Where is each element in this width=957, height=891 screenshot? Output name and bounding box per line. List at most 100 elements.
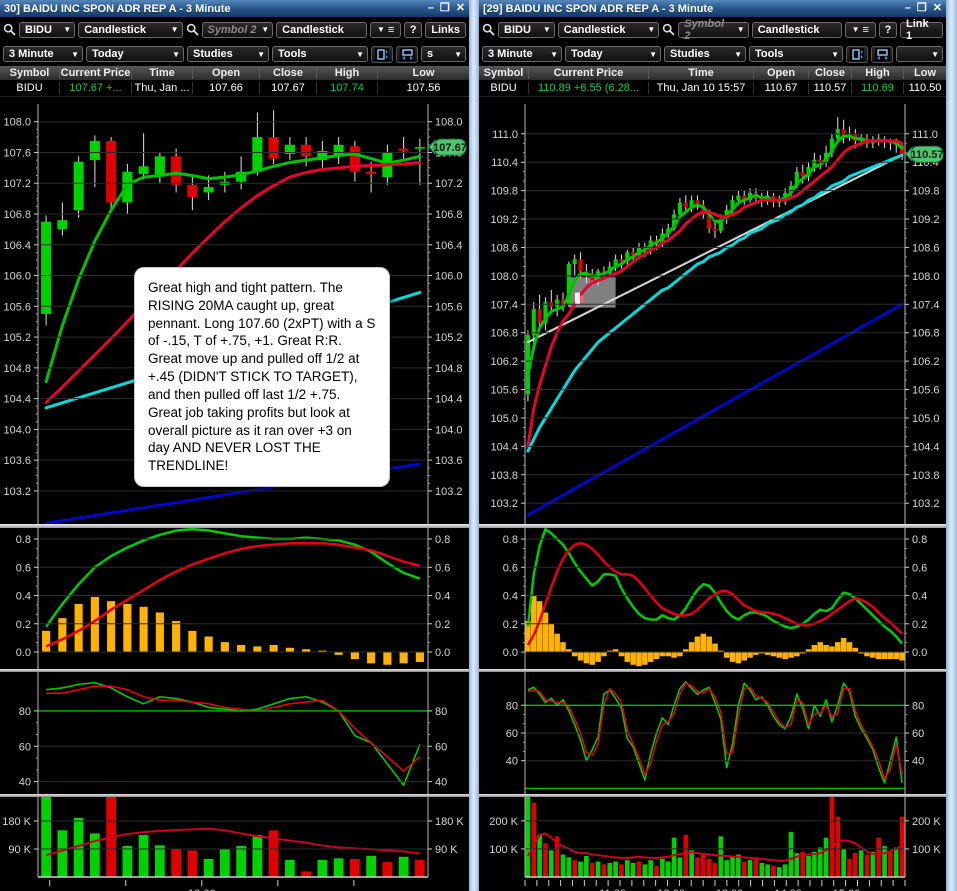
chart-style-combo[interactable]: Candlestick ▼ [78, 21, 183, 38]
svg-text:105.2: 105.2 [3, 332, 31, 344]
chart-style2-combo[interactable]: Candlestick [276, 21, 368, 38]
oscillator-panel-right[interactable]: 0.0 0.0 0.2 0.2 0.4 0.4 0.6 0.6 0.8 0.8 [479, 528, 946, 669]
quote-open: 110.67 [754, 82, 809, 94]
svg-text:40: 40 [912, 756, 924, 768]
svg-text:0.6: 0.6 [16, 562, 31, 574]
drawings-combo[interactable]: ▼ [896, 46, 943, 62]
symbol2-combo[interactable]: Symbol 2 ▼ [678, 18, 749, 42]
volume-panel-right[interactable]: 11:00 12:00 13:00 14:00 15:00 100 K 100 K 200 K… [479, 797, 946, 891]
svg-text:107.4: 107.4 [490, 299, 518, 311]
main-chart-right[interactable]: 103.2 103.2 103.8 103.8 104.4 104.4 105.0 105.0… [479, 104, 946, 524]
svg-text:0.4: 0.4 [16, 591, 31, 603]
svg-text:103.2: 103.2 [3, 486, 31, 498]
symbol2-combo[interactable]: Symbol 2 ▼ [201, 21, 274, 38]
svg-text:0.0: 0.0 [435, 647, 450, 659]
svg-text:0.6: 0.6 [503, 562, 518, 574]
links-button[interactable]: Link 1 [900, 18, 943, 42]
svg-text:110.4: 110.4 [491, 157, 518, 169]
svg-text:40: 40 [435, 777, 447, 789]
help-button[interactable]: ? [879, 21, 898, 38]
minimize-button[interactable]: – [904, 2, 911, 14]
svg-text:106.2: 106.2 [912, 356, 940, 368]
svg-text:10:00: 10:00 [188, 888, 216, 891]
svg-text:108.6: 108.6 [490, 242, 518, 254]
window-divider[interactable] [469, 0, 479, 891]
window-title: [29] BAIDU INC SPON ADR REP A - 3 Minute [483, 2, 714, 15]
svg-text:104.8: 104.8 [3, 363, 31, 375]
chart-style2-combo[interactable]: Candlestick [751, 21, 842, 38]
titlebar[interactable]: [29] BAIDU INC SPON ADR REP A - 3 Minute… [479, 0, 946, 17]
quote-row[interactable]: BIDU 107.67 +... Thu, Jan ... 107.66 107… [0, 80, 469, 97]
svg-text:0.4: 0.4 [503, 591, 518, 603]
chart-menu-button[interactable]: ▼ ≡ [844, 21, 877, 38]
resize-panels-icon[interactable] [371, 45, 393, 63]
chart-menu-button[interactable]: ▼ ≡ [370, 21, 402, 38]
oscillator-panel-left[interactable]: 0.0 0.0 0.2 0.2 0.4 0.4 0.6 0.6 0.8 0.8 [0, 528, 469, 669]
detach-window-icon[interactable] [396, 45, 418, 63]
main-chart-left[interactable]: 103.2 103.2 103.6 103.6 104.0 104.0 104.4 104.4… [0, 104, 469, 524]
svg-text:105.6: 105.6 [912, 385, 940, 397]
svg-text:110.57: 110.57 [910, 149, 943, 161]
minimize-button[interactable]: – [427, 2, 434, 14]
quote-row[interactable]: BIDU 110.89 +6.55 (6.28... Thu, Jan 10 1… [479, 80, 946, 97]
svg-text:12:00: 12:00 [657, 888, 685, 891]
search-icon [3, 23, 16, 36]
close-button[interactable]: ✕ [455, 2, 465, 14]
studies-combo[interactable]: Studies ▼ [664, 46, 746, 62]
resize-panels-icon[interactable] [846, 45, 868, 63]
maximize-button[interactable]: ❐ [916, 2, 927, 14]
svg-text:80: 80 [506, 700, 518, 712]
svg-text:13:00: 13:00 [716, 888, 744, 891]
trade-note[interactable]: Great high and tight pattern. The RISING… [134, 267, 390, 487]
svg-text:14:00: 14:00 [774, 888, 802, 891]
svg-text:200 K: 200 K [489, 816, 518, 828]
svg-text:106.4: 106.4 [3, 240, 31, 252]
chart-window-right: [29] BAIDU INC SPON ADR REP A - 3 Minute… [479, 0, 946, 891]
svg-text:107.4: 107.4 [912, 299, 940, 311]
svg-text:0.6: 0.6 [912, 562, 927, 574]
svg-text:0.2: 0.2 [503, 619, 518, 631]
svg-text:111.0: 111.0 [912, 129, 938, 141]
tools-combo[interactable]: Tools ▼ [749, 46, 843, 62]
svg-text:80: 80 [912, 700, 924, 712]
maximize-button[interactable]: ❐ [439, 2, 450, 14]
svg-text:0.0: 0.0 [16, 647, 31, 659]
quote-current-price: 110.89 +6.55 (6.28... [529, 82, 649, 94]
svg-text:0.0: 0.0 [912, 647, 927, 659]
svg-text:0.2: 0.2 [435, 619, 450, 631]
svg-text:0.8: 0.8 [912, 534, 927, 546]
quote-current-price: 107.67 +... [60, 82, 132, 94]
quote-high: 110.69 [852, 82, 904, 94]
tools-combo[interactable]: Tools ▼ [272, 46, 368, 62]
titlebar[interactable]: 30] BAIDU INC SPON ADR REP A - 3 Minute … [0, 0, 469, 17]
search-icon [185, 23, 199, 36]
timeframe-combo[interactable]: 3 Minute ▼ [482, 46, 562, 62]
close-button[interactable]: ✕ [932, 2, 942, 14]
range-combo[interactable]: Today ▼ [86, 46, 184, 62]
detach-window-icon[interactable] [871, 45, 893, 63]
window-title: 30] BAIDU INC SPON ADR REP A - 3 Minute [4, 2, 231, 15]
symbol-combo[interactable]: BIDU ▼ [498, 21, 555, 38]
symbol-combo[interactable]: BIDU ▼ [19, 21, 76, 38]
range-combo[interactable]: Today ▼ [565, 46, 661, 62]
svg-text:11:00: 11:00 [599, 888, 626, 891]
svg-text:60: 60 [506, 728, 518, 740]
svg-text:60: 60 [912, 728, 924, 740]
svg-text:104.8: 104.8 [435, 363, 463, 375]
timeframe-combo[interactable]: 3 Minute ▼ [3, 46, 83, 62]
svg-text:109.2: 109.2 [912, 214, 940, 226]
drawings-combo[interactable]: s ▼ [421, 46, 466, 62]
svg-text:90 K: 90 K [8, 844, 31, 856]
links-button[interactable]: Links [425, 21, 466, 38]
quote-high: 107.74 [317, 82, 378, 94]
quote-symbol: BIDU [479, 82, 529, 94]
svg-text:106.8: 106.8 [490, 328, 518, 340]
chart-style-combo[interactable]: Candlestick ▼ [557, 21, 660, 38]
svg-text:108.0: 108.0 [490, 271, 518, 283]
help-button[interactable]: ? [404, 21, 423, 38]
studies-combo[interactable]: Studies ▼ [187, 46, 269, 62]
svg-text:107.6: 107.6 [3, 147, 31, 159]
volume-panel-left[interactable]: 10:00 90 K 90 K 180 K 180 K [0, 797, 469, 891]
stochastic-panel-left[interactable]: 40 40 60 60 80 80 [0, 672, 469, 794]
stochastic-panel-right[interactable]: 40 40 60 60 80 80 [479, 672, 946, 794]
